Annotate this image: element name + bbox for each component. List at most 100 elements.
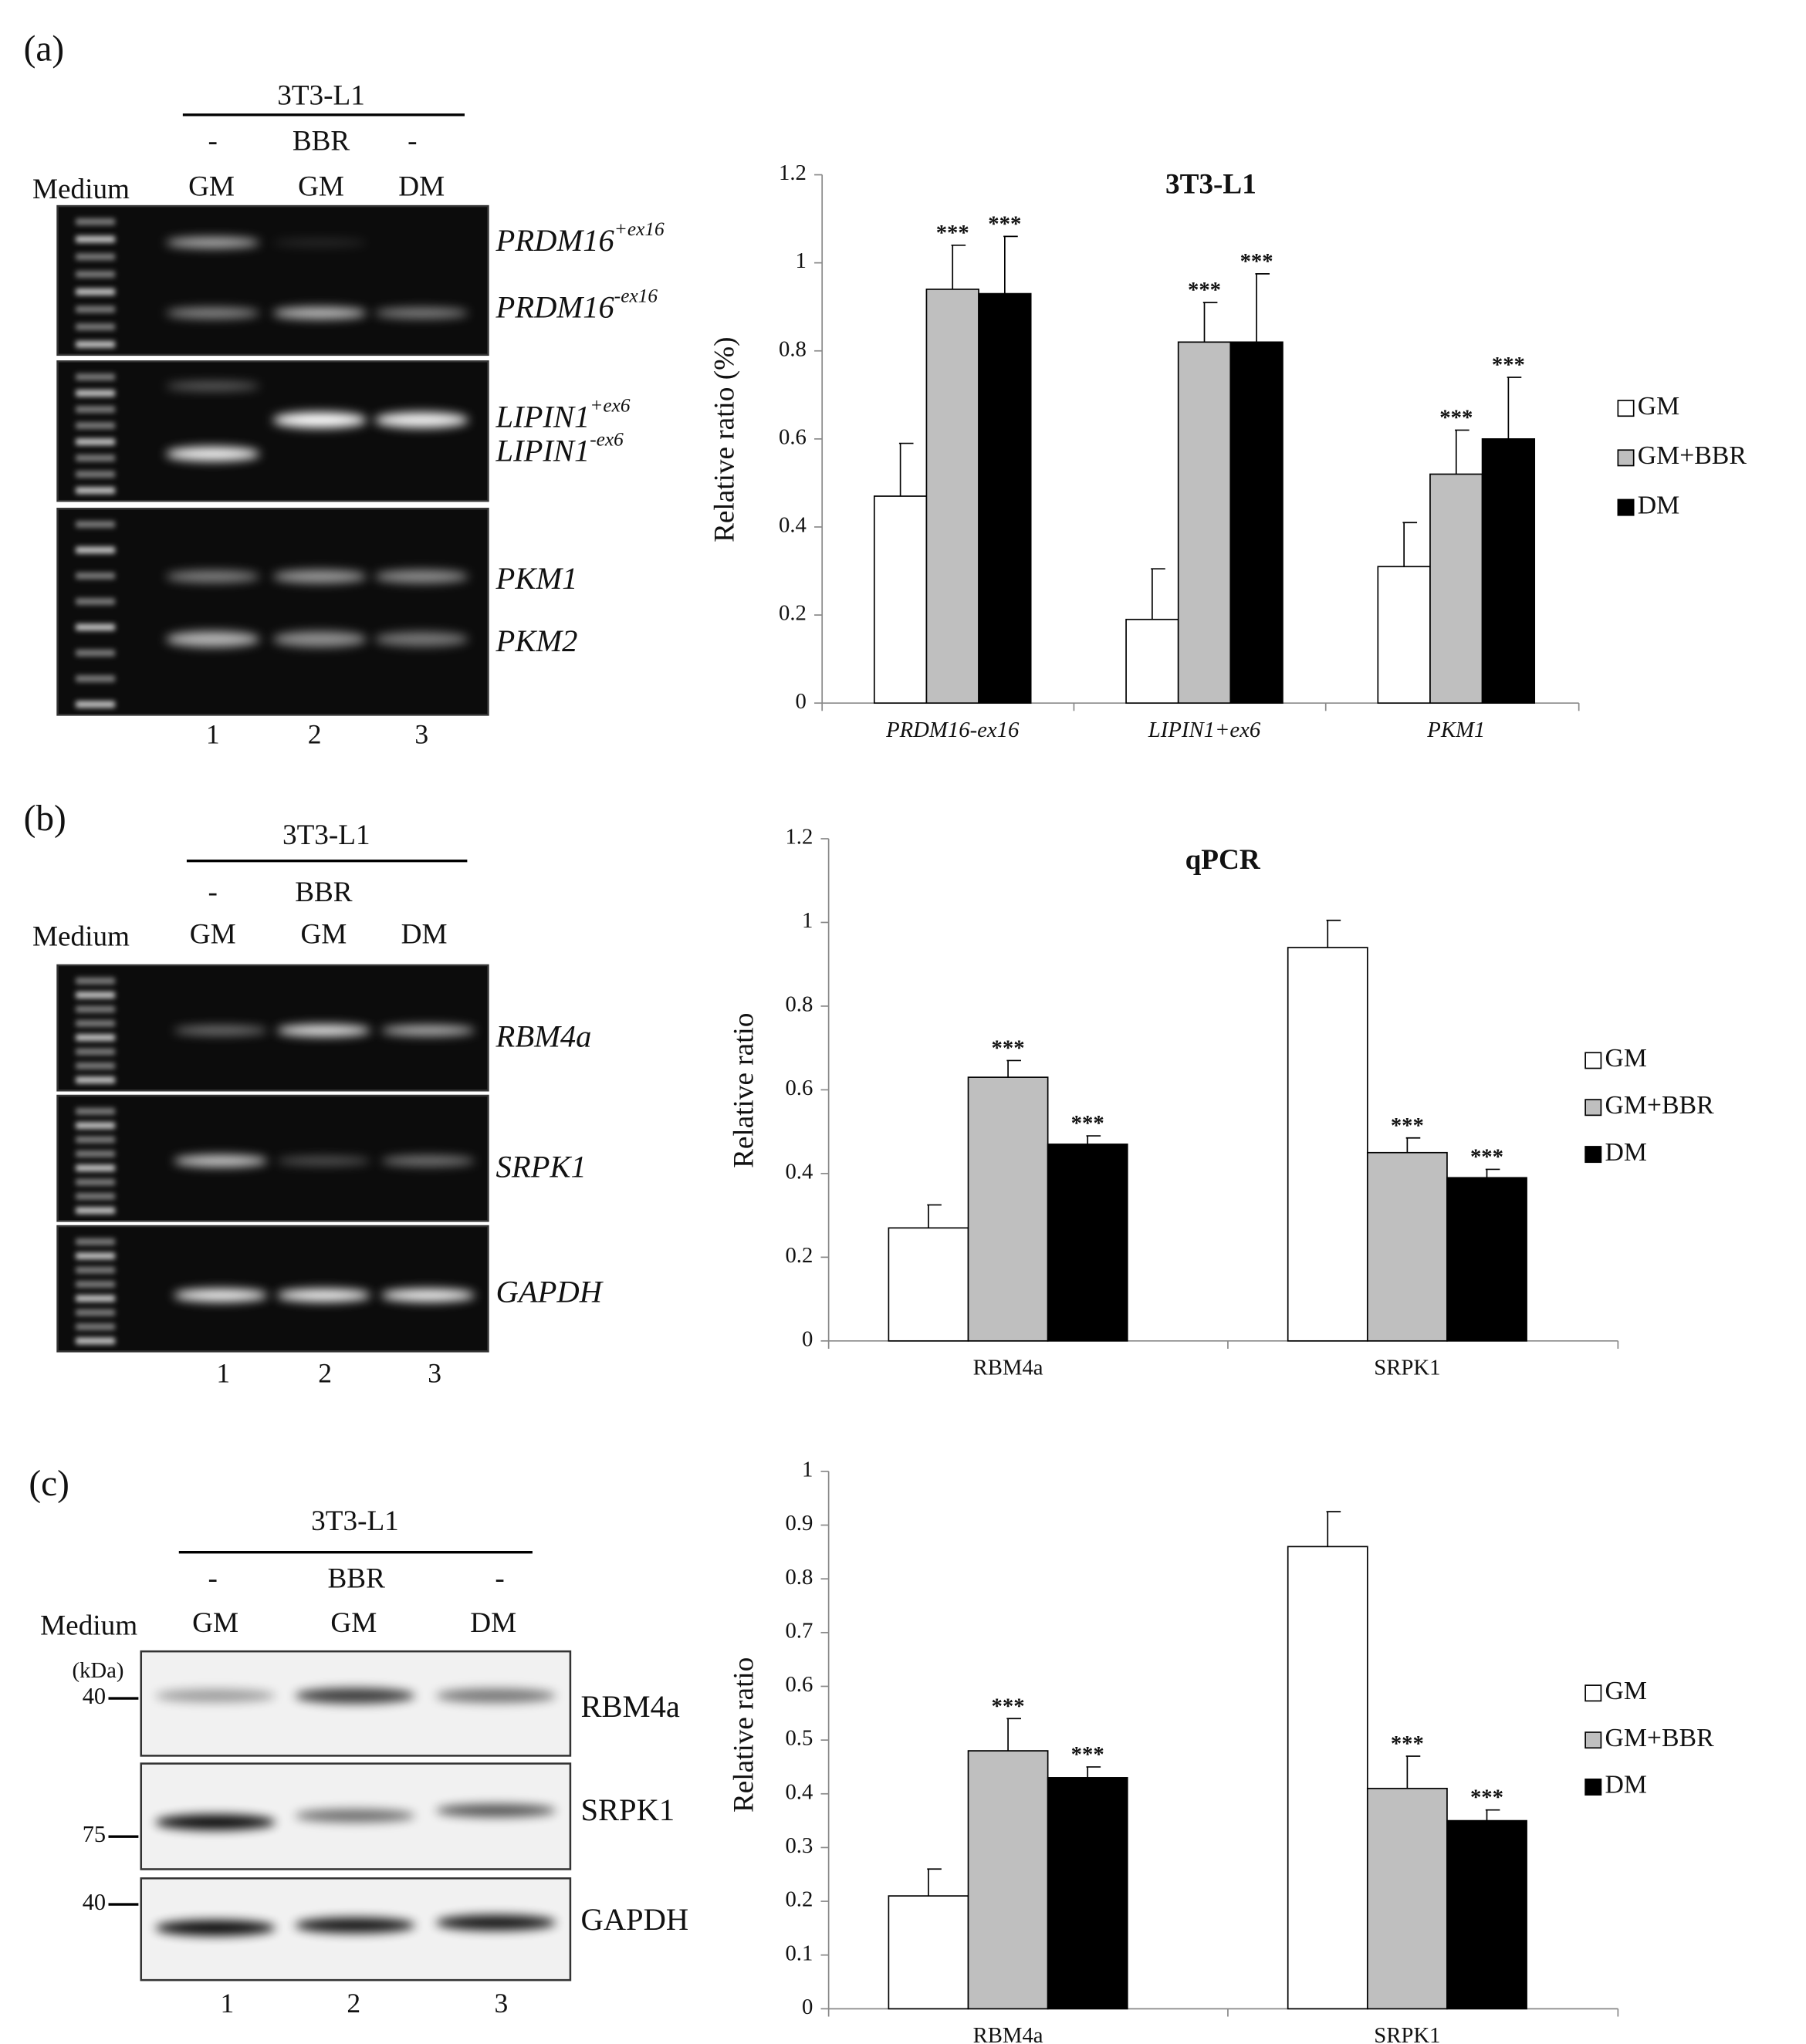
y-tick-label: 1 (802, 908, 813, 933)
band-label: PKM1 (495, 561, 578, 596)
band-name: PRDM16 (495, 290, 615, 325)
lane-number: 1 (206, 718, 220, 749)
legend-label: GM (1605, 1044, 1646, 1073)
y-tick-label: 0.5 (785, 1726, 813, 1751)
bar (967, 1750, 1049, 2010)
cell-line: 3T3-L1 (311, 1505, 399, 1537)
band (165, 446, 260, 461)
significance-label: *** (988, 211, 1021, 236)
band-name: LIPIN1 (495, 400, 590, 434)
bar (1446, 1819, 1527, 2010)
band (380, 1025, 475, 1036)
ladder-band (76, 1063, 115, 1069)
band (272, 238, 367, 247)
band (276, 1289, 371, 1302)
band (295, 1809, 415, 1823)
ladder-band (76, 306, 115, 313)
x-tick-label: SRPK1 (1374, 1356, 1440, 1380)
significance-label: *** (1240, 249, 1273, 274)
band-superscript: +ex16 (614, 218, 665, 240)
band (272, 307, 367, 319)
y-tick-label: 0.2 (779, 601, 807, 626)
y-tick-label: 0.3 (785, 1833, 813, 1858)
band (272, 412, 367, 428)
medium: GM (192, 1607, 238, 1639)
treatment: - (208, 125, 218, 157)
bar (1366, 1151, 1448, 1342)
band (295, 1688, 415, 1704)
band (174, 1289, 268, 1302)
x-tick-label: PKM1 (1426, 718, 1485, 742)
panel-label: (c) (29, 1464, 69, 1504)
medium: GM (298, 171, 344, 203)
legend-label: GM+BBR (1638, 441, 1747, 470)
cell-line: 3T3-L1 (277, 79, 365, 111)
ladder-band (76, 992, 115, 998)
lane-number: 2 (308, 718, 322, 749)
bar (1377, 566, 1431, 704)
y-tick-label: 0 (802, 1326, 813, 1351)
gel-image (56, 508, 489, 716)
band (276, 1156, 371, 1166)
x-tick-label: LIPIN1+ex6 (1148, 718, 1261, 742)
bar (1047, 1777, 1128, 2010)
band (435, 1914, 556, 1931)
band-name: GAPDH (580, 1902, 688, 1937)
ladder-band (76, 675, 115, 682)
bar (873, 495, 928, 704)
y-tick-label: 0.6 (785, 1076, 813, 1100)
band (174, 1025, 268, 1036)
y-tick-label: 0.2 (785, 1243, 813, 1268)
band (435, 1803, 556, 1817)
ladder-band (76, 1238, 115, 1245)
lane-number: 3 (414, 718, 428, 749)
legend-swatch (1584, 1778, 1602, 1796)
band (374, 569, 469, 583)
ladder-band (76, 1048, 115, 1056)
ladder-band (76, 218, 115, 225)
ladder-band (76, 546, 115, 554)
treatment: - (208, 1563, 218, 1594)
treatment: - (208, 877, 218, 908)
ladder-band (76, 573, 115, 579)
band-label: SRPK1 (496, 1150, 587, 1184)
ladder-band (76, 1005, 115, 1013)
legend-swatch (1584, 1731, 1602, 1749)
bar (1229, 341, 1283, 704)
panel-label: (a) (24, 29, 65, 69)
lane-number: 1 (220, 1988, 234, 2019)
band (380, 1155, 475, 1167)
ladder-band (76, 623, 115, 631)
significance-label: *** (992, 1036, 1025, 1061)
band (272, 569, 367, 583)
band (165, 631, 260, 647)
ladder-band (76, 649, 115, 657)
bar (925, 289, 979, 704)
y-tick-label: 0.7 (785, 1618, 813, 1643)
size-unit: (kDa) (72, 1658, 123, 1683)
significance-label: *** (1071, 1111, 1104, 1136)
x-tick-label: SRPK1 (1374, 2023, 1440, 2044)
bar (1446, 1177, 1527, 1342)
significance-label: *** (936, 221, 969, 245)
ladder-band (76, 978, 115, 985)
size-marker: 75 (83, 1821, 106, 1847)
band (380, 1289, 475, 1302)
ladder-band (76, 598, 115, 605)
gel-image (56, 204, 489, 356)
band-label: RBM4a (580, 1690, 679, 1725)
band-label: RBM4a (495, 1019, 592, 1054)
ladder-band (76, 1150, 115, 1157)
legend-label: GM (1638, 392, 1679, 421)
band-label: PRDM16+ex16 (495, 218, 665, 258)
band-label: SRPK1 (580, 1792, 675, 1827)
medium-label: Medium (40, 1610, 137, 1641)
x-tick-label: RBM4a (973, 2023, 1043, 2044)
legend-swatch (1617, 498, 1635, 516)
y-tick-label: 0.8 (785, 1565, 813, 1590)
legend-label: GM+BBR (1605, 1724, 1714, 1752)
y-tick-label: 0 (796, 689, 807, 714)
band (374, 307, 469, 319)
lane-number: 2 (318, 1358, 332, 1389)
